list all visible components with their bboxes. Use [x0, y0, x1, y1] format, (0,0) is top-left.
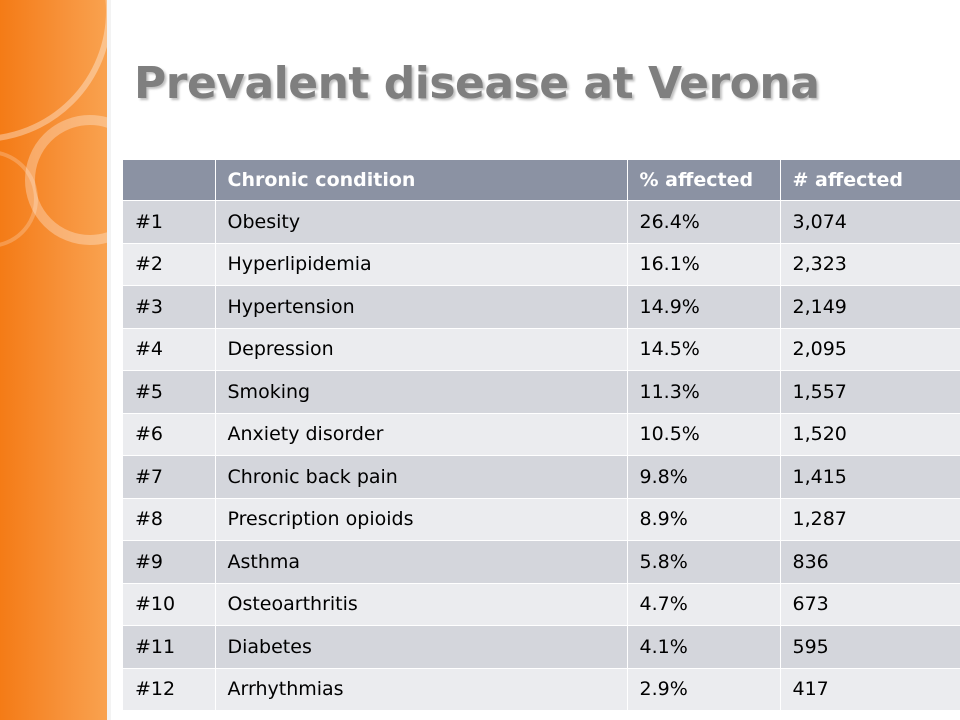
- cell-condition: Diabetes: [215, 625, 628, 669]
- cell-rank: #11: [123, 625, 216, 669]
- cell-condition: Smoking: [215, 370, 628, 414]
- cell-number-affected: 595: [780, 625, 960, 669]
- cell-rank: #7: [123, 455, 216, 499]
- cell-number-affected: 417: [780, 668, 960, 711]
- cell-condition: Chronic back pain: [215, 455, 628, 499]
- cell-rank: #6: [123, 413, 216, 456]
- cell-condition: Prescription opioids: [215, 498, 628, 541]
- cell-percent-affected: 11.3%: [627, 370, 781, 414]
- cell-percent-affected: 9.8%: [627, 455, 781, 499]
- cell-rank: #4: [123, 328, 216, 371]
- cell-number-affected: 1,520: [780, 413, 960, 456]
- table-row: #12 Arrhythmias 2.9% 417: [123, 668, 960, 711]
- cell-percent-affected: 2.9%: [627, 668, 781, 711]
- cell-condition: Hyperlipidemia: [215, 243, 628, 286]
- cell-rank: #9: [123, 540, 216, 584]
- table-row: #2 Hyperlipidemia 16.1% 2,323: [123, 243, 960, 286]
- table-row: #7 Chronic back pain 9.8% 1,415: [123, 455, 960, 499]
- cell-number-affected: 836: [780, 540, 960, 584]
- cell-number-affected: 3,074: [780, 200, 960, 244]
- cell-percent-affected: 26.4%: [627, 200, 781, 244]
- decorative-ring: [25, 115, 107, 245]
- cell-condition: Anxiety disorder: [215, 413, 628, 456]
- header-percent-affected: % affected: [627, 160, 781, 201]
- cell-number-affected: 1,415: [780, 455, 960, 499]
- side-band-edge: [107, 0, 111, 720]
- cell-rank: #2: [123, 243, 216, 286]
- cell-rank: #3: [123, 285, 216, 329]
- cell-condition: Osteoarthritis: [215, 583, 628, 626]
- cell-condition: Arrhythmias: [215, 668, 628, 711]
- cell-number-affected: 673: [780, 583, 960, 626]
- cell-percent-affected: 4.1%: [627, 625, 781, 669]
- cell-number-affected: 2,149: [780, 285, 960, 329]
- cell-number-affected: 1,287: [780, 498, 960, 541]
- decorative-side-band: [0, 0, 107, 720]
- table-row: #11 Diabetes 4.1% 595: [123, 625, 960, 669]
- cell-rank: #8: [123, 498, 216, 541]
- table-row: #1 Obesity 26.4% 3,074: [123, 200, 960, 244]
- header-condition: Chronic condition: [215, 160, 628, 201]
- cell-rank: #1: [123, 200, 216, 244]
- cell-number-affected: 2,323: [780, 243, 960, 286]
- cell-rank: #12: [123, 668, 216, 711]
- header-rank: [123, 160, 216, 201]
- table-row: #3 Hypertension 14.9% 2,149: [123, 285, 960, 329]
- table-row: #10 Osteoarthritis 4.7% 673: [123, 583, 960, 626]
- prevalent-disease-table: Chronic condition % affected # affected …: [123, 160, 960, 711]
- cell-percent-affected: 8.9%: [627, 498, 781, 541]
- table-row: #4 Depression 14.5% 2,095: [123, 328, 960, 371]
- cell-percent-affected: 5.8%: [627, 540, 781, 584]
- table-row: #6 Anxiety disorder 10.5% 1,520: [123, 413, 960, 456]
- cell-condition: Obesity: [215, 200, 628, 244]
- table-row: #5 Smoking 11.3% 1,557: [123, 370, 960, 414]
- cell-percent-affected: 16.1%: [627, 243, 781, 286]
- cell-percent-affected: 4.7%: [627, 583, 781, 626]
- cell-rank: #5: [123, 370, 216, 414]
- cell-percent-affected: 14.9%: [627, 285, 781, 329]
- cell-rank: #10: [123, 583, 216, 626]
- cell-percent-affected: 10.5%: [627, 413, 781, 456]
- cell-condition: Asthma: [215, 540, 628, 584]
- cell-condition: Depression: [215, 328, 628, 371]
- table-row: #8 Prescription opioids 8.9% 1,287: [123, 498, 960, 541]
- table-row: #9 Asthma 5.8% 836: [123, 540, 960, 584]
- cell-number-affected: 2,095: [780, 328, 960, 371]
- table-body: #1 Obesity 26.4% 3,074 #2 Hyperlipidemia 16.1%…: [123, 200, 960, 711]
- cell-number-affected: 1,557: [780, 370, 960, 414]
- table-header-row: Chronic condition % affected # affected: [123, 160, 960, 201]
- cell-percent-affected: 14.5%: [627, 328, 781, 371]
- cell-condition: Hypertension: [215, 285, 628, 329]
- header-number-affected: # affected: [780, 160, 960, 201]
- slide-title: Prevalent disease at Verona: [134, 58, 820, 109]
